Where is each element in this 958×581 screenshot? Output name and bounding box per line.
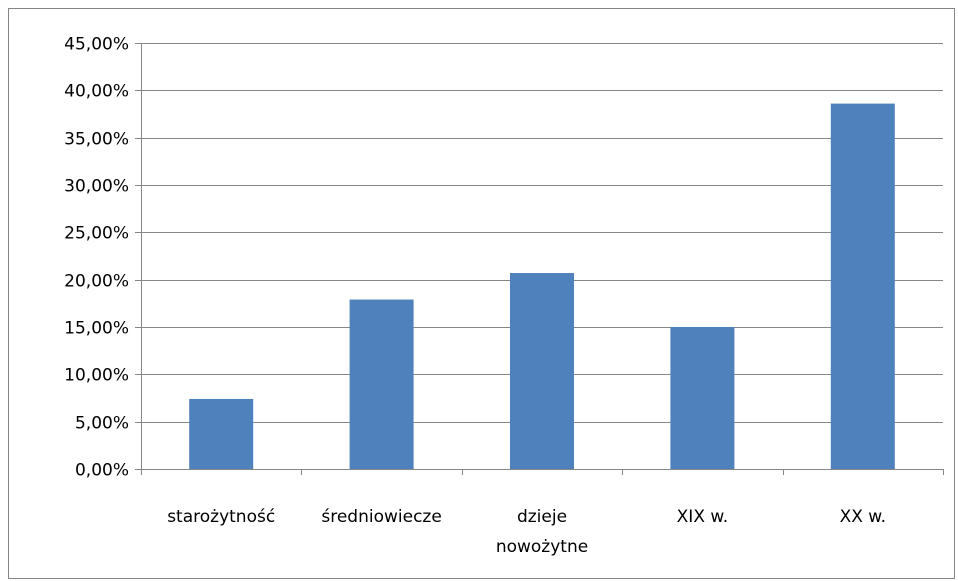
bar [510, 273, 574, 469]
x-category-label: starożytność [167, 507, 275, 527]
y-tick-label: 30,00% [64, 177, 129, 197]
bar [349, 299, 414, 469]
y-tick-label: 10,00% [64, 366, 129, 386]
y-tick-label: 35,00% [64, 130, 129, 150]
y-axis-tick-labels: 0,00% 5,00% 10,00% 15,00% 20,00% 25,00% 30,00%… [64, 35, 129, 481]
y-tick-label: 15,00% [64, 319, 129, 339]
gridlines [141, 43, 943, 423]
y-tick-label: 25,00% [64, 224, 129, 244]
x-category-label: średniowiecze [321, 507, 441, 527]
bar [189, 398, 254, 469]
axes [135, 43, 944, 475]
x-category-label: XX w. [840, 507, 886, 527]
bar-chart: 0,00% 5,00% 10,00% 15,00% 20,00% 25,00% 30,00%… [64, 35, 944, 557]
chart-frame: 0,00% 5,00% 10,00% 15,00% 20,00% 25,00% 30,00%… [8, 8, 955, 579]
y-tick-label: 0,00% [75, 461, 129, 481]
y-tick-label: 20,00% [64, 272, 129, 292]
x-category-label: nowożytne [496, 537, 588, 557]
y-tick-label: 5,00% [75, 414, 129, 434]
x-category-label: XIX w. [677, 507, 728, 527]
y-tick-label: 40,00% [64, 82, 129, 102]
bar [670, 327, 735, 469]
bars [189, 103, 895, 469]
x-axis-category-labels: starożytność średniowiecze dzieje nowożytne… [167, 507, 886, 557]
bar [830, 103, 895, 469]
x-category-label: dzieje [517, 507, 567, 527]
y-tick-label: 45,00% [64, 35, 129, 55]
